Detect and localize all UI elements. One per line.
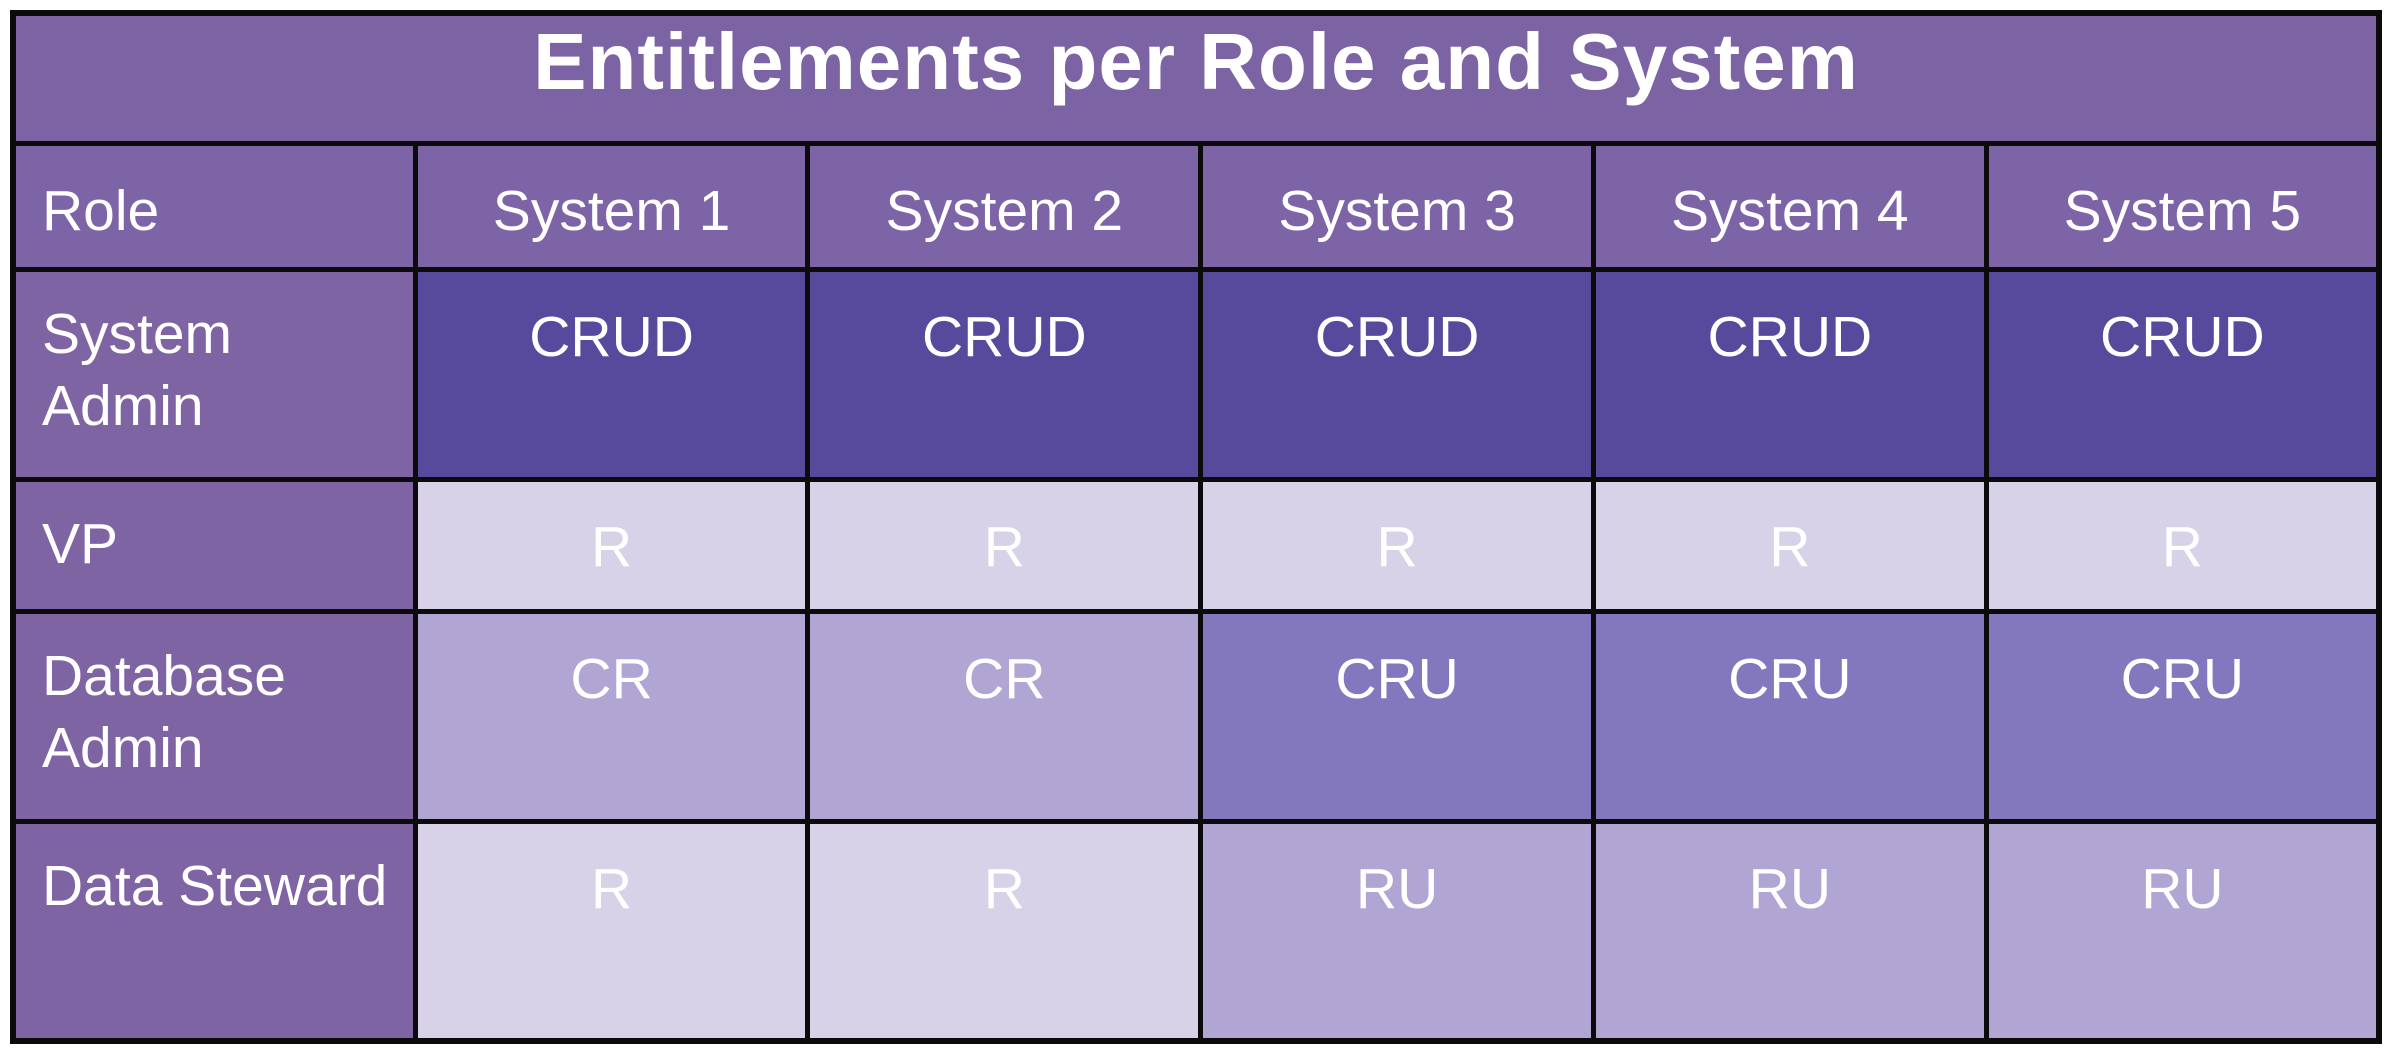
entitlement-cell: CRUD <box>1198 266 1596 482</box>
role-label-cell: System Admin <box>10 266 418 482</box>
entitlement-cell: CR <box>805 608 1204 824</box>
entitlement-cell: RU <box>1198 818 1596 1044</box>
entitlement-cell: R <box>1198 476 1596 614</box>
entitlement-cell: R <box>412 476 811 614</box>
column-header-system-2: System 2 <box>805 140 1204 272</box>
table-row: VP R R R R R <box>10 476 2382 614</box>
table-row: Database Admin CR CR CRU CRU CRU <box>10 608 2382 824</box>
column-header-system-1: System 1 <box>412 140 811 272</box>
role-label-cell: VP <box>10 476 418 614</box>
column-header-system-3: System 3 <box>1198 140 1596 272</box>
entitlement-cell: R <box>805 476 1204 614</box>
role-label-cell: Database Admin <box>10 608 418 824</box>
entitlement-cell: CRU <box>1590 608 1989 824</box>
entitlement-cell: RU <box>1590 818 1989 1044</box>
entitlement-cell: CRUD <box>805 266 1204 482</box>
entitlements-table: Entitlements per Role and System Role Sys… <box>10 10 2382 1044</box>
entitlement-cell: RU <box>1983 818 2382 1044</box>
entitlement-cell: R <box>1590 476 1989 614</box>
column-header-system-5: System 5 <box>1983 140 2382 272</box>
table-row: Data Steward R R RU RU RU <box>10 818 2382 1044</box>
column-header-role: Role <box>10 140 418 272</box>
table-title-row: Entitlements per Role and System <box>10 10 2382 146</box>
entitlement-cell: CR <box>412 608 811 824</box>
entitlement-cell: R <box>1983 476 2382 614</box>
entitlement-cell: CRUD <box>1590 266 1989 482</box>
entitlement-cell: CRUD <box>412 266 811 482</box>
table-title: Entitlements per Role and System <box>10 10 2382 146</box>
column-header-row: Role System 1 System 2 System 3 System 4 Syst… <box>10 140 2382 272</box>
table-row: System Admin CRUD CRUD CRUD CRUD CRUD <box>10 266 2382 482</box>
entitlement-cell: CRU <box>1198 608 1596 824</box>
entitlement-cell: CRUD <box>1983 266 2382 482</box>
entitlement-cell: R <box>412 818 811 1044</box>
column-header-system-4: System 4 <box>1590 140 1989 272</box>
entitlement-cell: CRU <box>1983 608 2382 824</box>
entitlement-cell: R <box>805 818 1204 1044</box>
role-label-cell: Data Steward <box>10 818 418 1044</box>
